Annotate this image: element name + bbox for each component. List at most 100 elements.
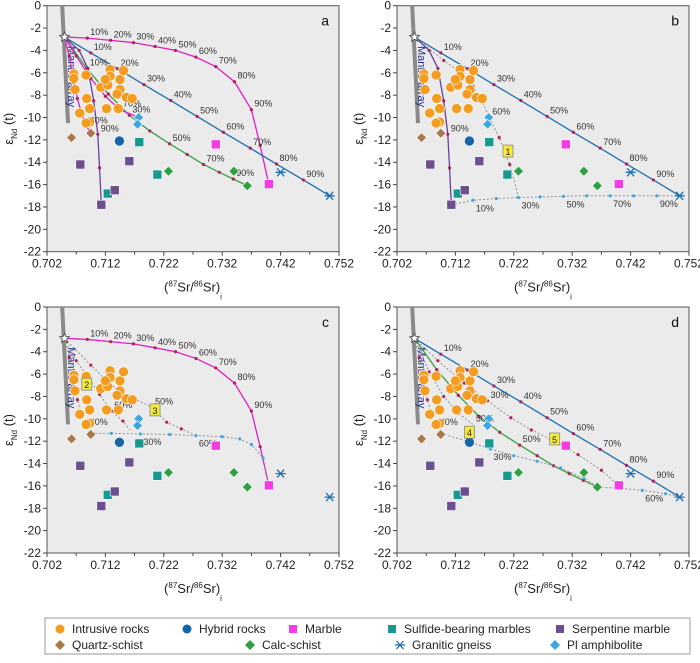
legend-marker	[289, 625, 297, 633]
mixing-tick-point	[217, 170, 221, 174]
mixing-tick-point	[86, 66, 90, 70]
data-point-calc-schist	[591, 180, 603, 192]
data-point-intrusive-rocks	[112, 103, 124, 114]
mixing-percent-label: 50%	[550, 105, 568, 115]
data-point-intrusive-rocks	[100, 375, 111, 387]
data-point-intrusive-rocks	[100, 74, 111, 85]
x-axis-title-part: Sr)	[553, 280, 570, 295]
data-point-sulfide-bearing-marbles	[152, 471, 163, 481]
mixing-percent-label: 60%	[226, 121, 244, 131]
y-tick-label: -2	[30, 322, 41, 336]
mixing-tick-point	[516, 195, 521, 200]
mixing-percent-label: 80%	[237, 372, 255, 382]
mixing-tick-point	[85, 337, 89, 342]
mixing-percent-label: 10%	[90, 27, 108, 37]
y-axis-title-part: Nd	[360, 430, 369, 440]
x-axis-title-part: 86	[544, 280, 553, 289]
y-axis-title: εNd (t)	[1, 414, 19, 446]
data-point-hybrid-rocks	[114, 135, 125, 147]
mixing-tick-point	[138, 432, 143, 436]
y-tick-label: -22	[24, 546, 42, 560]
data-point-intrusive-rocks	[84, 103, 95, 114]
y-tick-label: -14	[374, 155, 392, 169]
y-tick-label: 0	[34, 300, 41, 314]
y-tick-label: -20	[374, 222, 392, 236]
mixing-tick-point	[651, 178, 655, 182]
data-point-serpentine-marble	[446, 199, 457, 210]
mixing-percent-label: 50%	[566, 199, 584, 209]
mantle-array-line	[410, 306, 421, 425]
data-point-intrusive-rocks	[126, 93, 138, 104]
mixing-percent-label: 50%	[155, 397, 173, 407]
mixing-percent-label: 50%	[178, 341, 196, 351]
mixing-tick-point	[194, 433, 198, 438]
data-point-serpentine-marble	[109, 486, 120, 497]
y-tick-label: -10	[374, 412, 392, 426]
x-axis-title-part: 86	[544, 581, 553, 590]
mixing-percent-label: 30%	[521, 200, 539, 210]
data-point-calc-schist	[513, 467, 524, 478]
mixing-percent-label: 60%	[576, 121, 594, 131]
x-axis-title-part: i	[220, 293, 222, 302]
data-point-granitic-gneiss	[674, 191, 685, 201]
y-tick-label: -20	[24, 524, 42, 538]
mantle-array-line	[60, 306, 71, 425]
x-axis-title-part: i	[570, 594, 572, 603]
data-point-pl-amphibolite	[132, 420, 143, 431]
y-tick-label: -14	[24, 457, 42, 471]
mantle-source-star-icon	[408, 332, 421, 344]
mixing-tick-point	[238, 437, 242, 441]
legend-marker	[55, 624, 65, 634]
mixing-percent-label: 90%	[306, 169, 324, 179]
panel-label: a	[321, 13, 329, 29]
mixing-tick-point	[571, 130, 575, 134]
mixing-tick-point	[74, 54, 78, 58]
plot-area	[396, 306, 690, 554]
data-point-marble	[560, 440, 571, 451]
mixing-tick-point	[427, 48, 431, 53]
mixing-tick-point	[232, 80, 237, 84]
legend-label: Pl amphibolite	[567, 638, 643, 652]
data-point-intrusive-rocks	[424, 107, 436, 119]
mixing-tick-point	[442, 394, 446, 399]
data-point-intrusive-rocks	[430, 371, 442, 382]
x-axis-title-part: i	[220, 594, 222, 603]
numbered-box	[502, 144, 514, 158]
mixing-tick-point	[425, 398, 429, 402]
data-point-intrusive-rocks	[114, 375, 126, 387]
panel-b: 0.702 0.712 0.722 0.732 0.742 0.752 0 -2 -4 -6 -8 -…	[351, 0, 700, 302]
y-axis-title-part: (t)	[351, 414, 366, 430]
mantle-array-line	[410, 5, 421, 124]
mixing-tick-point	[67, 355, 71, 359]
data-point-calc-schist	[578, 467, 590, 478]
data-point-intrusive-rocks	[74, 409, 86, 420]
data-point-quartz-schist	[66, 132, 77, 144]
mixing-tick-point	[165, 420, 169, 424]
y-tick-label: -10	[24, 412, 42, 426]
data-point-sulfide-bearing-marbles	[502, 169, 513, 180]
data-point-granitic-gneiss	[324, 191, 335, 201]
mixing-tick-point	[74, 359, 78, 363]
data-point-intrusive-rocks	[430, 419, 442, 430]
data-point-intrusive-rocks	[431, 93, 443, 104]
mixing-tick-point	[518, 443, 522, 447]
mixing-percent-label: 40%	[174, 90, 192, 100]
mixing-tick-point	[173, 48, 178, 53]
x-tick-label: 0.752	[674, 257, 700, 271]
data-point-serpentine-marble	[96, 199, 107, 210]
x-axis-title-part: Sr)	[203, 280, 220, 295]
mixing-percent-label: 90%	[101, 123, 119, 133]
mixing-tick-point	[558, 466, 563, 470]
panel-d: 0.702 0.712 0.722 0.732 0.742 0.752 0 -2 -4 -6 -8 -…	[351, 300, 700, 603]
mixing-tick-point	[561, 194, 566, 198]
data-point-pl-amphibolite	[132, 118, 143, 130]
mixing-tick-point	[148, 129, 152, 133]
mixing-tick-point	[519, 400, 523, 404]
mixing-tick-point	[608, 194, 612, 198]
data-point-intrusive-rocks	[450, 74, 461, 85]
plot-area	[396, 5, 690, 253]
x-axis-title-part: (	[514, 581, 519, 596]
legend-marker	[556, 625, 564, 633]
x-tick-label: 0.712	[90, 558, 120, 572]
x-tick-label: 0.722	[149, 558, 179, 572]
